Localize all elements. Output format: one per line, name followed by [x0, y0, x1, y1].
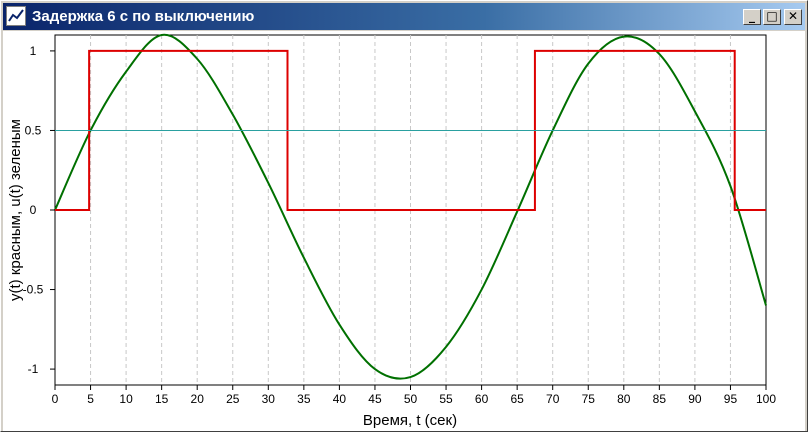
- app-graph-icon[interactable]: [6, 6, 26, 26]
- plot-area: 0 5 10 15 20 25 30 35 40 45 50 55 60 65 70 75 80 85 90 95 10…: [3, 31, 805, 431]
- x-tick-label: 50: [404, 392, 418, 406]
- minimize-button[interactable]: _: [743, 9, 761, 25]
- x-tick-label: 30: [262, 392, 276, 406]
- title-bar[interactable]: Задержка 6 с по выключению _ □ ✕: [3, 3, 805, 30]
- y-tick-label: -1: [28, 362, 39, 376]
- y-tick-label: 0.5: [25, 123, 42, 137]
- x-tick-label: 75: [582, 392, 596, 406]
- x-tick-label: 65: [510, 392, 524, 406]
- x-axis-label: Время, t (сек): [363, 412, 457, 429]
- series-layer: [54, 33, 767, 380]
- x-tick-label: 20: [191, 392, 205, 406]
- sine-series: [54, 33, 767, 380]
- y-tick-label: 1: [30, 44, 37, 58]
- x-tick-label: 90: [688, 392, 702, 406]
- x-tick-label: 80: [617, 392, 631, 406]
- window-title: Задержка 6 с по выключению: [32, 8, 255, 25]
- x-tick-label: 95: [724, 392, 738, 406]
- x-tick-label: 85: [653, 392, 667, 406]
- x-tick-label: 55: [439, 392, 453, 406]
- x-tick-label: 10: [119, 392, 133, 406]
- close-button[interactable]: ✕: [784, 9, 802, 25]
- y-tick-label: 0: [30, 203, 37, 217]
- chart: 0 5 10 15 20 25 30 35 40 45 50 55 60 65 70 75 80 85 90 95 10…: [7, 33, 776, 429]
- x-tick-label: 0: [52, 392, 59, 406]
- x-tick-label: 70: [546, 392, 560, 406]
- x-axis: 0 5 10 15 20 25 30 35 40 45 50 55 60 65 70 75 80 85 90 95 10…: [52, 385, 776, 406]
- x-tick-label: 15: [155, 392, 169, 406]
- x-tick-label: 60: [475, 392, 489, 406]
- maximize-button[interactable]: □: [763, 9, 781, 25]
- x-tick-label: 5: [87, 392, 94, 406]
- x-tick-label: 100: [756, 392, 776, 406]
- x-tick-label: 35: [297, 392, 311, 406]
- y-tick-label: -0.5: [23, 283, 44, 297]
- y-axis-label: y(t) красным, u(t) зеленым: [7, 119, 24, 301]
- y-axis: 1 0.5 0 -0.5 -1: [23, 44, 55, 376]
- x-tick-label: 40: [333, 392, 347, 406]
- x-tick-label: 25: [226, 392, 240, 406]
- x-tick-label: 45: [368, 392, 382, 406]
